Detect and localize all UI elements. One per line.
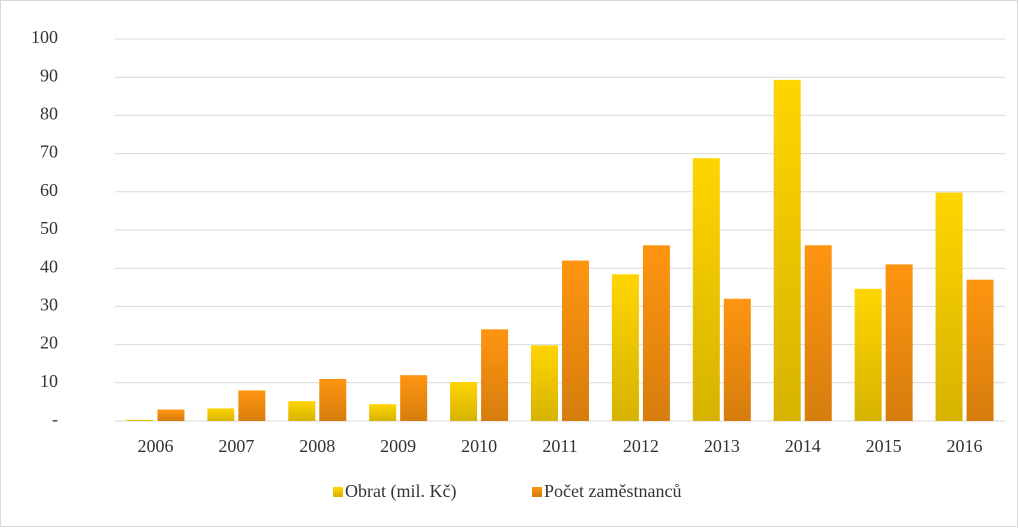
bar <box>966 279 994 421</box>
bar <box>450 382 478 421</box>
bar <box>531 345 558 421</box>
legend-label: Počet zaměstnanců <box>544 481 681 501</box>
bar <box>319 378 347 421</box>
y-tick-label: 50 <box>40 218 58 238</box>
x-tick-label: 2014 <box>785 436 821 456</box>
bar <box>400 375 428 421</box>
bar <box>935 192 963 421</box>
bar <box>804 245 832 421</box>
legend-swatch <box>333 487 343 497</box>
y-tick-label: 20 <box>40 333 58 353</box>
x-tick-label: 2015 <box>866 436 902 456</box>
legend-label: Obrat (mil. Kč) <box>345 481 456 502</box>
x-tick-label: 2007 <box>218 436 254 456</box>
bar <box>126 419 154 421</box>
x-tick-label: 2008 <box>299 436 335 456</box>
x-tick-label: 2012 <box>623 436 659 456</box>
bar <box>238 390 266 421</box>
bar <box>562 260 589 421</box>
x-tick-label: 2010 <box>461 436 497 456</box>
y-tick-label: 70 <box>40 142 58 162</box>
bar <box>481 329 509 421</box>
x-tick-label: 2011 <box>542 436 577 456</box>
bar <box>207 408 235 421</box>
y-tick-label: 100 <box>31 27 58 47</box>
x-tick-label: 2013 <box>704 436 740 456</box>
x-tick-label: 2016 <box>947 436 983 456</box>
y-tick-label: 40 <box>40 256 58 276</box>
y-tick-label: 80 <box>40 104 58 124</box>
bar <box>854 288 882 421</box>
y-tick-label: 30 <box>40 295 58 315</box>
y-tick-label: 90 <box>40 65 58 85</box>
bar <box>611 274 639 421</box>
bar <box>369 404 397 421</box>
legend-swatch <box>532 487 542 497</box>
y-tick-label: - <box>52 409 58 429</box>
bar <box>885 264 913 421</box>
bar <box>773 79 801 422</box>
bar <box>692 158 720 421</box>
y-tick-label: 10 <box>40 371 58 391</box>
bar <box>288 401 316 421</box>
x-tick-label: 2009 <box>380 436 416 456</box>
bar <box>642 245 670 421</box>
bar <box>157 409 185 421</box>
x-tick-label: 2006 <box>137 436 173 456</box>
y-tick-label: 60 <box>40 180 58 200</box>
bar <box>723 298 751 421</box>
